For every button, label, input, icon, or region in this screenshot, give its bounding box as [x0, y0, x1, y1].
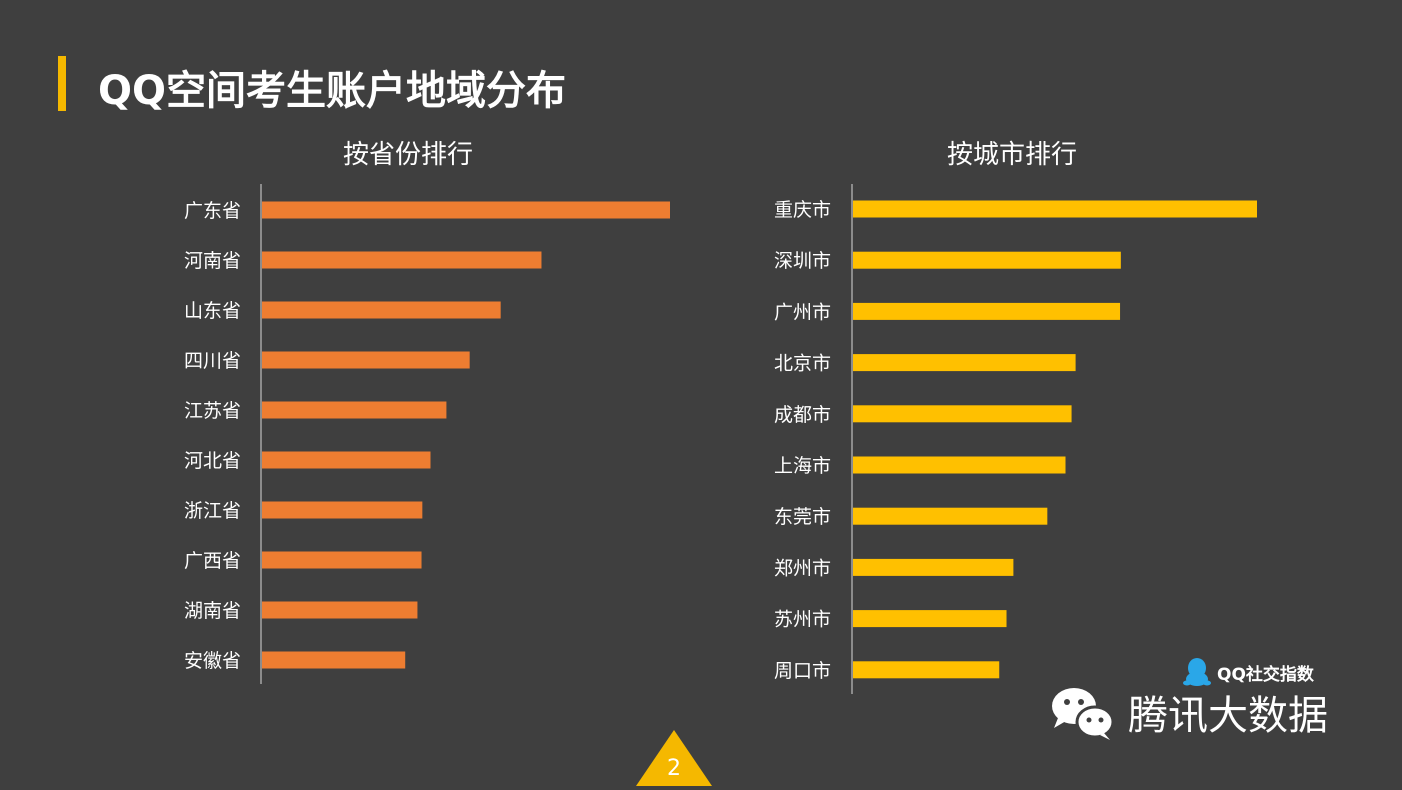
- city-chart-title: 按城市排行: [947, 140, 1078, 170]
- province-bar: [262, 501, 423, 519]
- province-tick-label: 四川省: [184, 350, 241, 372]
- triangle-marker: [636, 730, 712, 786]
- city-bar: [853, 507, 1048, 525]
- province-tick-label: 河南省: [184, 250, 241, 272]
- province-bar: [262, 451, 431, 469]
- page-number-badge: 2: [636, 730, 712, 786]
- wechat-icon: [1052, 688, 1115, 740]
- city-bar: [853, 610, 1007, 628]
- title-accent-bar: [58, 56, 66, 111]
- province-bar: [262, 251, 542, 269]
- qq-penguin-icon: [1183, 658, 1211, 686]
- province-tick-label: 广西省: [184, 550, 241, 572]
- city-bar: [853, 456, 1066, 474]
- city-tick-label: 上海市: [774, 455, 831, 477]
- city-bar: [853, 661, 1000, 679]
- qq-index-label: QQ社交指数: [1217, 664, 1314, 685]
- city-bar: [853, 251, 1121, 269]
- province-bar: [262, 601, 418, 619]
- province-bar: [262, 351, 470, 369]
- city-tick-label: 郑州市: [774, 557, 831, 579]
- province-tick-label: 山东省: [184, 300, 241, 322]
- city-tick-label: 深圳市: [774, 250, 831, 272]
- qq-index-brand: QQ社交指数: [1183, 657, 1314, 687]
- city-bar: [853, 302, 1121, 320]
- city-tick-label: 东莞市: [774, 506, 831, 528]
- page-title: QQ空间考生账户地域分布: [98, 68, 567, 114]
- city-bar: [853, 405, 1072, 423]
- wechat-brand: 腾讯大数据: [1048, 682, 1328, 742]
- province-tick-label: 安徽省: [184, 650, 241, 672]
- wechat-label: 腾讯大数据: [1128, 693, 1328, 739]
- city-bar: [853, 354, 1076, 372]
- province-tick-label: 广东省: [184, 200, 241, 222]
- province-bar: [262, 301, 501, 319]
- city-tick-label: 北京市: [774, 353, 831, 375]
- city-tick-label: 重庆市: [774, 199, 831, 221]
- province-bar: [262, 401, 447, 419]
- city-tick-label: 成都市: [774, 404, 831, 426]
- page-number: 2: [667, 756, 681, 781]
- province-tick-label: 湖南省: [184, 600, 241, 622]
- city-tick-label: 苏州市: [774, 609, 831, 631]
- province-tick-label: 浙江省: [184, 500, 241, 522]
- province-tick-label: 江苏省: [184, 400, 241, 422]
- city-bar: [853, 558, 1014, 576]
- province-bar: [262, 201, 670, 219]
- province-bar: [262, 551, 422, 569]
- city-tick-label: 周口市: [774, 660, 831, 682]
- province-chart-title: 按省份排行: [343, 140, 474, 170]
- province-tick-label: 河北省: [184, 450, 241, 472]
- city-bar: [853, 200, 1257, 218]
- city-tick-label: 广州市: [774, 301, 831, 323]
- province-bar: [262, 651, 406, 669]
